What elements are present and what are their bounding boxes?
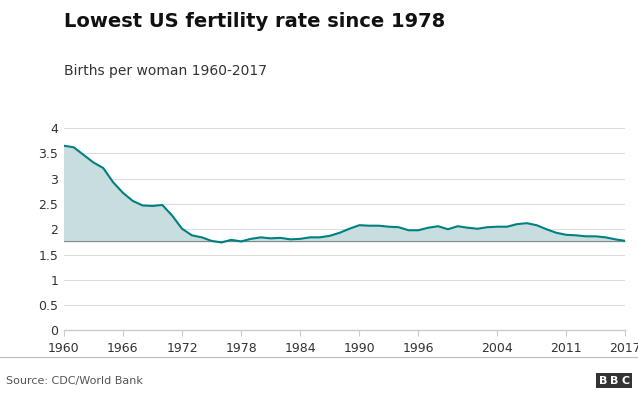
Text: B: B bbox=[598, 376, 607, 386]
Text: Births per woman 1960-2017: Births per woman 1960-2017 bbox=[64, 64, 267, 79]
Text: C: C bbox=[622, 376, 630, 386]
Text: Source: CDC/World Bank: Source: CDC/World Bank bbox=[6, 376, 144, 386]
Text: B: B bbox=[610, 376, 619, 386]
Text: Lowest US fertility rate since 1978: Lowest US fertility rate since 1978 bbox=[64, 12, 445, 31]
